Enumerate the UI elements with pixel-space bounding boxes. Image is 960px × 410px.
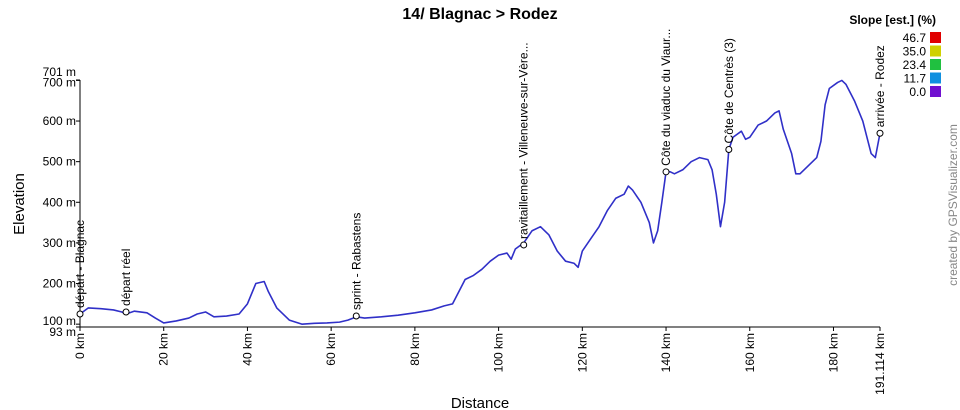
x-tick-label: 20 km <box>157 333 171 366</box>
x-tick-label: 180 km <box>826 333 840 372</box>
waypoint-marker <box>662 168 670 176</box>
y-axis-title: Elevation <box>11 173 28 235</box>
waypoint-label: Côte du viaduc du Viaur... <box>659 29 673 166</box>
waypoint-label: départ - Blagnac <box>73 220 87 308</box>
legend-label: 35.0 <box>903 45 927 59</box>
y-tick-label: 500 m <box>43 155 76 169</box>
x-tick-label: 80 km <box>408 333 422 366</box>
x-tick-label: 191.114 km <box>873 333 887 395</box>
waypoint-marker <box>725 145 733 153</box>
legend-label: 0.0 <box>909 85 926 99</box>
x-tick-label: 0 km <box>73 333 87 359</box>
legend-swatch <box>930 45 941 57</box>
waypoint-marker <box>876 129 884 137</box>
x-axis-title: Distance <box>451 395 509 410</box>
waypoint-label: Côte de Centrès (3) <box>722 38 736 143</box>
waypoint-marker <box>76 310 84 318</box>
waypoint-marker <box>122 308 130 316</box>
y-tick-label: 300 m <box>43 236 76 250</box>
x-tick-label: 140 km <box>659 333 673 372</box>
legend-swatch <box>930 72 941 84</box>
legend-swatch <box>930 32 941 43</box>
y-tick-label: 600 m <box>43 114 76 128</box>
y-tick-label: 700 m <box>43 75 76 89</box>
y-tick-label: 701 m <box>43 65 76 79</box>
legend-swatch <box>930 59 941 70</box>
elevation-line <box>79 79 881 325</box>
legend-swatch <box>930 86 941 97</box>
chart-title: 14/ Blagnac > Rodez <box>402 6 557 23</box>
x-tick-label: 40 km <box>240 333 254 366</box>
credit: created by GPSVisualizer.com <box>946 124 960 286</box>
x-tick-label: 160 km <box>743 333 757 372</box>
waypoint-label: sprint - Rabastens <box>349 213 363 310</box>
waypoint-label: arrivée - Rodez <box>873 45 887 127</box>
legend-title: Slope [est.] (%) <box>849 13 936 27</box>
y-tick-label: 400 m <box>43 195 76 209</box>
waypoint-label: ravitaillement - Villeneuve-sur-Vère... <box>517 42 531 239</box>
y-tick-label: 100 m <box>43 314 76 328</box>
y-tick-label: 200 m <box>43 277 76 291</box>
waypoint-marker <box>352 312 360 320</box>
x-tick-label: 120 km <box>575 333 589 372</box>
y-tick-label: 93 m <box>49 325 76 339</box>
x-tick-label: 100 km <box>492 333 506 372</box>
legend-label: 11.7 <box>904 72 927 86</box>
legend-label: 23.4 <box>903 58 927 72</box>
waypoint-label: départ réel <box>119 249 133 306</box>
legend-label: 46.7 <box>903 31 927 45</box>
waypoint-marker <box>520 241 528 249</box>
x-tick-label: 60 km <box>324 333 338 366</box>
